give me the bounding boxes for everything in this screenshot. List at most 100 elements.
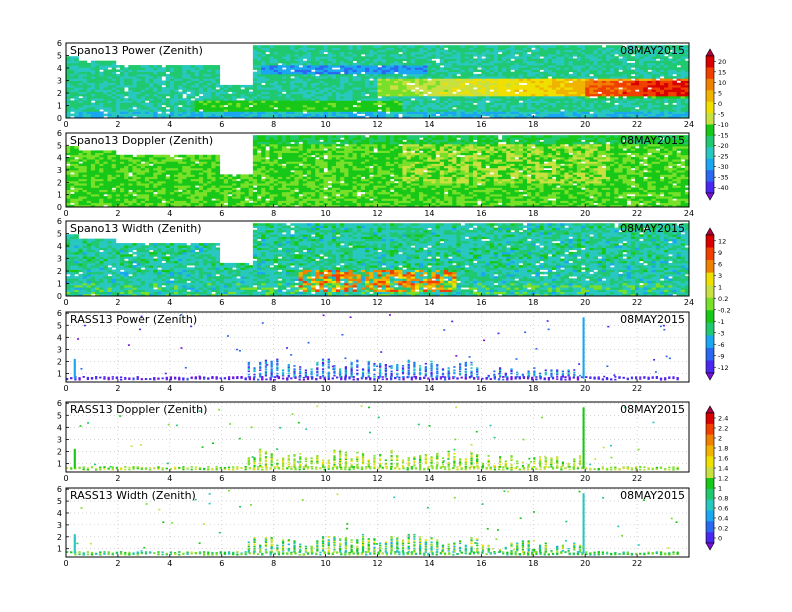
y-tick-label: 5 [57, 497, 62, 506]
x-tick-label: 2 [115, 559, 120, 568]
colorbar: 20 15 10 5 0 -5 -10 -15 -20 -25 -30 -35 -40 [705, 48, 729, 201]
colorbar-label: 0.4 [718, 515, 728, 523]
x-tick-label: 0 [63, 474, 68, 483]
x-tick-label: 16 [476, 559, 486, 568]
x-tick-label: 22 [632, 559, 642, 568]
x-tick-label: 10 [320, 209, 330, 218]
y-tick-label: 6 [57, 309, 62, 318]
x-tick-label: 8 [271, 384, 276, 393]
x-tick-label: 12 [372, 559, 382, 568]
colorbar-segment [706, 445, 714, 457]
colorbar-label: 1.8 [718, 445, 728, 453]
x-tick-label: 18 [528, 298, 538, 307]
x-tick-label: 8 [271, 559, 276, 568]
x-tick-label: 20 [580, 298, 590, 307]
x-tick-label: 4 [167, 559, 172, 568]
colorbar-label: -20 [718, 142, 729, 150]
y-tick-label: 0 [57, 292, 62, 301]
colorbar-segment [706, 101, 714, 114]
y-tick-label: 3 [57, 255, 62, 264]
x-tick-label: 20 [580, 384, 590, 393]
x-tick-label: 12 [372, 120, 382, 129]
y-tick-label: 2 [57, 533, 62, 542]
y-tick-label: 6 [57, 217, 62, 226]
x-tick-label: 14 [424, 559, 434, 568]
x-tick-label: 0 [63, 559, 68, 568]
colorbar-label: -3 [718, 329, 724, 337]
y-tick-label: 3 [57, 345, 62, 354]
colorbar-segment [706, 532, 714, 544]
x-tick-label: 14 [424, 209, 434, 218]
colorbar-label: -12 [718, 364, 729, 372]
x-tick-label: 8 [271, 298, 276, 307]
colorbar-segment [706, 260, 714, 273]
panel-title: Spano13 Power (Zenith) [70, 44, 203, 57]
colorbar-min-arrow [705, 372, 715, 381]
colorbar-segment [706, 147, 714, 160]
panel-title: Spano13 Width (Zenith) [70, 222, 202, 235]
x-tick-label: 6 [219, 474, 224, 483]
colorbar-segment [706, 170, 714, 182]
x-tick-label: 22 [632, 384, 642, 393]
y-tick-label: 2 [57, 447, 62, 456]
y-tick-label: 1 [57, 370, 62, 379]
colorbar-segment [706, 297, 714, 311]
y-tick-label: 1 [57, 280, 62, 289]
y-tick-label: 6 [57, 129, 62, 138]
colorbar-segment [706, 247, 714, 261]
colorbar-label: 0.8 [718, 495, 728, 503]
y-tick-label: 2 [57, 178, 62, 187]
panel-date: 08MAY2015 [620, 313, 685, 326]
colorbar-segment [706, 124, 714, 137]
x-tick-label: 22 [632, 298, 642, 307]
x-tick-label: 22 [632, 474, 642, 483]
colorbar-label: 5 [718, 89, 722, 97]
x-tick-label: 4 [167, 120, 172, 129]
colorbar-label: 2 [718, 435, 722, 443]
x-tick-label: 14 [424, 384, 434, 393]
y-tick-label: 0 [57, 203, 62, 212]
colorbar-label: -10 [718, 121, 729, 129]
colorbar-label: 12 [718, 237, 726, 245]
panel-title: RASS13 Power (Zenith) [70, 313, 197, 326]
x-tick-label: 2 [115, 120, 120, 129]
x-tick-label: 10 [320, 559, 330, 568]
colorbar-segment [706, 235, 714, 248]
x-tick-label: 4 [167, 384, 172, 393]
colorbar-label: -1 [718, 318, 724, 326]
x-tick-label: 2 [115, 474, 120, 483]
colorbar-segment [706, 499, 714, 511]
colorbar-segment [706, 413, 714, 425]
x-tick-label: 2 [115, 209, 120, 218]
x-tick-label: 12 [372, 209, 382, 218]
colorbar-segment [706, 510, 714, 522]
x-tick-label: 12 [372, 384, 382, 393]
colorbar-label: 15 [718, 68, 726, 76]
colorbar-segment [706, 423, 714, 435]
colorbar-label: 20 [718, 58, 726, 66]
x-tick-label: 16 [476, 120, 486, 129]
colorbar-label: 3 [718, 272, 722, 280]
colorbar-segment [706, 310, 714, 324]
colorbar-segment [706, 335, 714, 349]
x-tick-label: 10 [320, 298, 330, 307]
x-tick-label: 20 [580, 559, 590, 568]
x-tick-label: 18 [528, 474, 538, 483]
y-tick-label: 3 [57, 521, 62, 530]
colorbar-segment [706, 78, 714, 91]
y-tick-label: 6 [57, 39, 62, 48]
colorbar-segment [706, 347, 714, 361]
colorbar-label: 1.2 [718, 475, 728, 483]
x-tick-label: 16 [476, 209, 486, 218]
x-tick-label: 0 [63, 209, 68, 218]
x-tick-label: 22 [632, 209, 642, 218]
x-tick-label: 24 [684, 209, 694, 218]
x-tick-label: 10 [320, 384, 330, 393]
y-tick-label: 2 [57, 89, 62, 98]
colorbar-min-arrow [705, 542, 715, 551]
x-tick-label: 18 [528, 559, 538, 568]
colorbar-label: -40 [718, 184, 729, 192]
